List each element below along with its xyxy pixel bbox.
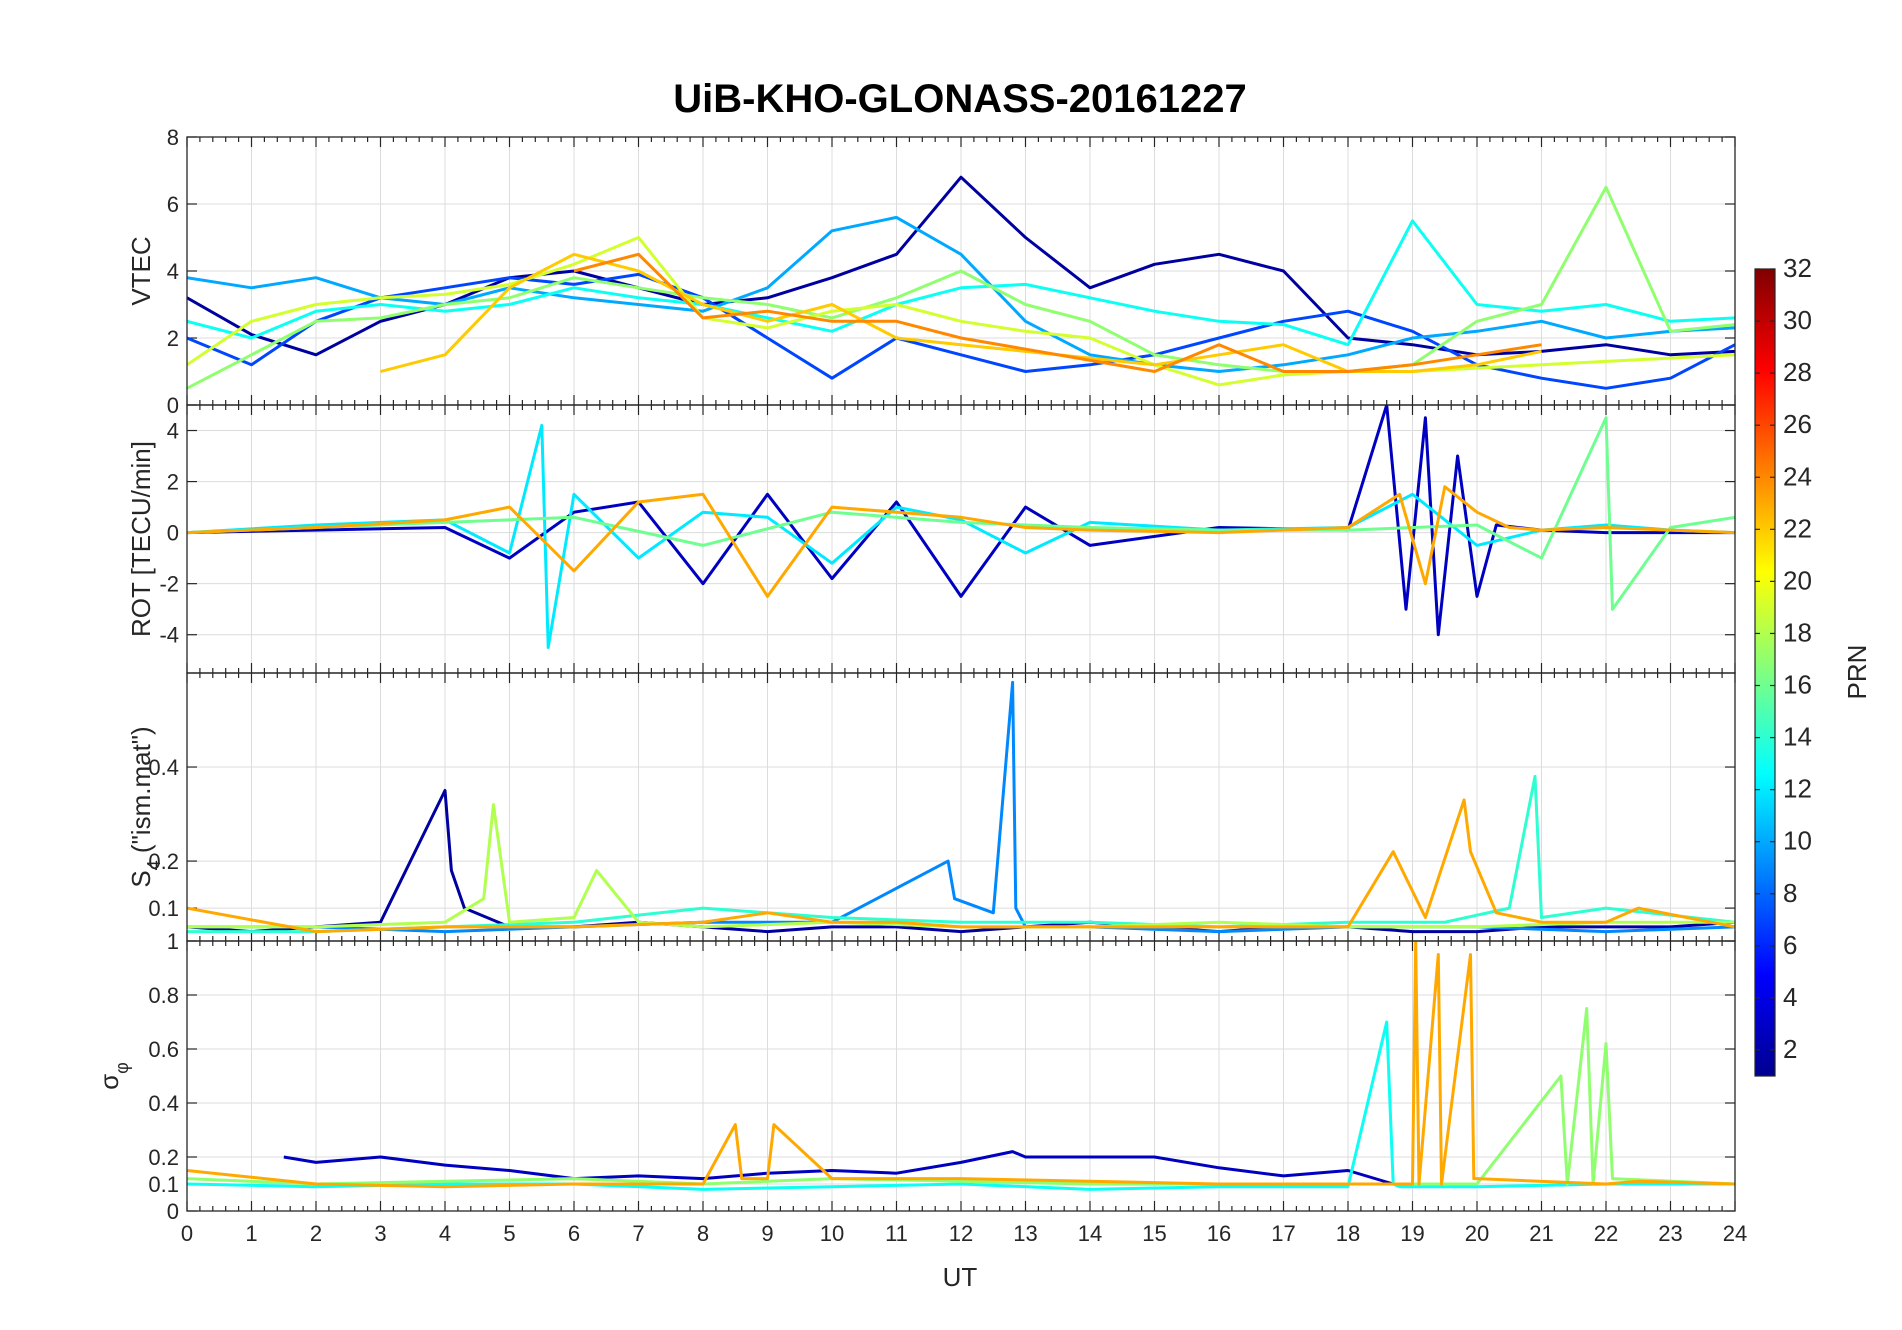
series-line-prn-19	[187, 236, 1735, 387]
x-tick-label: 6	[568, 1221, 580, 1246]
x-tick-label: 16	[1207, 1221, 1231, 1246]
x-tick-label: 10	[820, 1221, 844, 1246]
x-tick-label: 5	[503, 1221, 515, 1246]
y-tick-label: 0.8	[148, 983, 179, 1008]
x-tick-label: 2	[310, 1221, 322, 1246]
series-group	[187, 680, 1735, 934]
series-line-prn-23	[187, 798, 1735, 934]
colorbar-tick-label: 14	[1783, 722, 1812, 752]
colorbar-tick-label: 2	[1783, 1034, 1797, 1064]
y-tick-label: 0	[167, 1199, 179, 1224]
colorbar-tick-label: 20	[1783, 565, 1812, 595]
y-tick-label: 6	[167, 192, 179, 217]
y-tick-label: 2	[167, 470, 179, 495]
panel-3: 0.1 0.2 0.4S4 ("ism.mat")	[126, 672, 1736, 942]
colorbar-tick-label: 12	[1783, 774, 1812, 804]
colorbar-tick-label: 22	[1783, 513, 1812, 543]
colorbar-tick-label: 26	[1783, 409, 1812, 439]
x-tick-label: 3	[374, 1221, 386, 1246]
y-tick-label: 0.1	[148, 1172, 179, 1197]
y-tick-label: 4	[167, 419, 179, 444]
x-tick-label: 19	[1400, 1221, 1424, 1246]
x-tick-label: 22	[1594, 1221, 1618, 1246]
x-tick-label: 8	[697, 1221, 709, 1246]
series-line-prn-3	[187, 405, 1735, 637]
x-tick-label: 7	[632, 1221, 644, 1246]
series-line-prn-12	[187, 423, 1735, 649]
y-tick-label: 0.6	[148, 1037, 179, 1062]
y-axis-label: ROT [TECU/min]	[126, 441, 156, 637]
series-line-prn-24	[573, 252, 1542, 373]
panel-1: 0 2 4 6 8 VTEC	[126, 125, 1736, 418]
x-tick-label: 17	[1271, 1221, 1295, 1246]
x-tick-label: 1	[245, 1221, 257, 1246]
series-line-prn-3	[283, 1150, 1394, 1186]
y-axis-label: VTEC	[126, 236, 156, 305]
y-tick-label: -4	[159, 623, 179, 648]
y-tick-label: 0	[167, 393, 179, 418]
colorbar-tick-label: 24	[1783, 461, 1812, 491]
colorbar-gradient	[1754, 268, 1776, 1077]
y-tick-label: 0.4	[148, 755, 179, 780]
series-line-prn-2	[187, 789, 1735, 934]
series-line-prn-23	[187, 485, 1735, 598]
series-line-prn-13	[187, 219, 1735, 347]
colorbar-tick-label: 8	[1783, 878, 1797, 908]
series-line-prn-17	[187, 185, 1735, 390]
colorbar-tick-label: 16	[1783, 670, 1812, 700]
y-tick-label: 0.4	[148, 1091, 179, 1116]
x-tick-label: 11	[885, 1221, 908, 1246]
y-tick-label: 0.2	[148, 849, 179, 874]
y-tick-label: 4	[167, 259, 179, 284]
colorbar-tick-label: 28	[1783, 357, 1812, 387]
colorbar-tick-label: 30	[1783, 305, 1812, 335]
x-tick-label: 23	[1658, 1221, 1682, 1246]
series-group	[187, 405, 1735, 649]
panel-2: -4 -2 0 2 4 ROT [TECU/min]	[126, 404, 1736, 674]
x-tick-label: 4	[439, 1221, 451, 1246]
x-tick-label: 15	[1142, 1221, 1166, 1246]
colorbar-label: PRN	[1842, 645, 1872, 700]
axes-frame	[186, 940, 1736, 1212]
chart-title: UiB-KHO-GLONASS-20161227	[673, 77, 1247, 121]
y-tick-label: 0	[167, 521, 179, 546]
y-tick-label: 2	[167, 326, 179, 351]
panel-4: 00.10.2 0.4 0.6 0.8 1 σφ	[94, 929, 1736, 1224]
x-tick-label: 14	[1078, 1221, 1102, 1246]
colorbar-tick-label: 32	[1783, 253, 1812, 283]
y-tick-label: 1	[167, 929, 179, 954]
x-axis-label: UT	[943, 1262, 978, 1292]
series-line-prn-23	[187, 941, 1735, 1189]
series-group	[187, 175, 1735, 390]
series-line-prn-16	[187, 416, 1735, 611]
colorbar-tick-label: 18	[1783, 617, 1812, 647]
x-tick-label: 13	[1013, 1221, 1037, 1246]
x-tick-label: 21	[1529, 1221, 1553, 1246]
y-tick-label: 8	[167, 125, 179, 150]
x-tick-label: 0	[181, 1221, 193, 1246]
y-tick-label: 0.2	[148, 1145, 179, 1170]
series-group	[187, 941, 1735, 1191]
x-tick-label: 12	[949, 1221, 973, 1246]
y-tick-label: 0.1	[148, 896, 179, 921]
y-tick-label: -2	[159, 572, 179, 597]
x-tick-label: 18	[1336, 1221, 1360, 1246]
x-tick-label: 9	[761, 1221, 773, 1246]
y-axis-label: S4 ("ism.mat")	[126, 726, 164, 887]
colorbar-tick-label: 4	[1783, 982, 1797, 1012]
y-axis-label: σφ	[94, 1062, 132, 1090]
x-tick-label: 24	[1723, 1221, 1747, 1246]
colorbar-tick-label: 10	[1783, 826, 1812, 856]
x-tick-label: 20	[1465, 1221, 1489, 1246]
colorbar-tick-label: 6	[1783, 930, 1797, 960]
